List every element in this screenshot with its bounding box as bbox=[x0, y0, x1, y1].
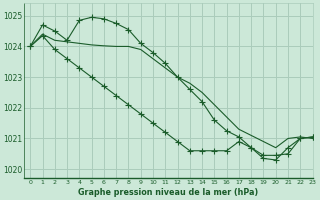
X-axis label: Graphe pression niveau de la mer (hPa): Graphe pression niveau de la mer (hPa) bbox=[78, 188, 259, 197]
